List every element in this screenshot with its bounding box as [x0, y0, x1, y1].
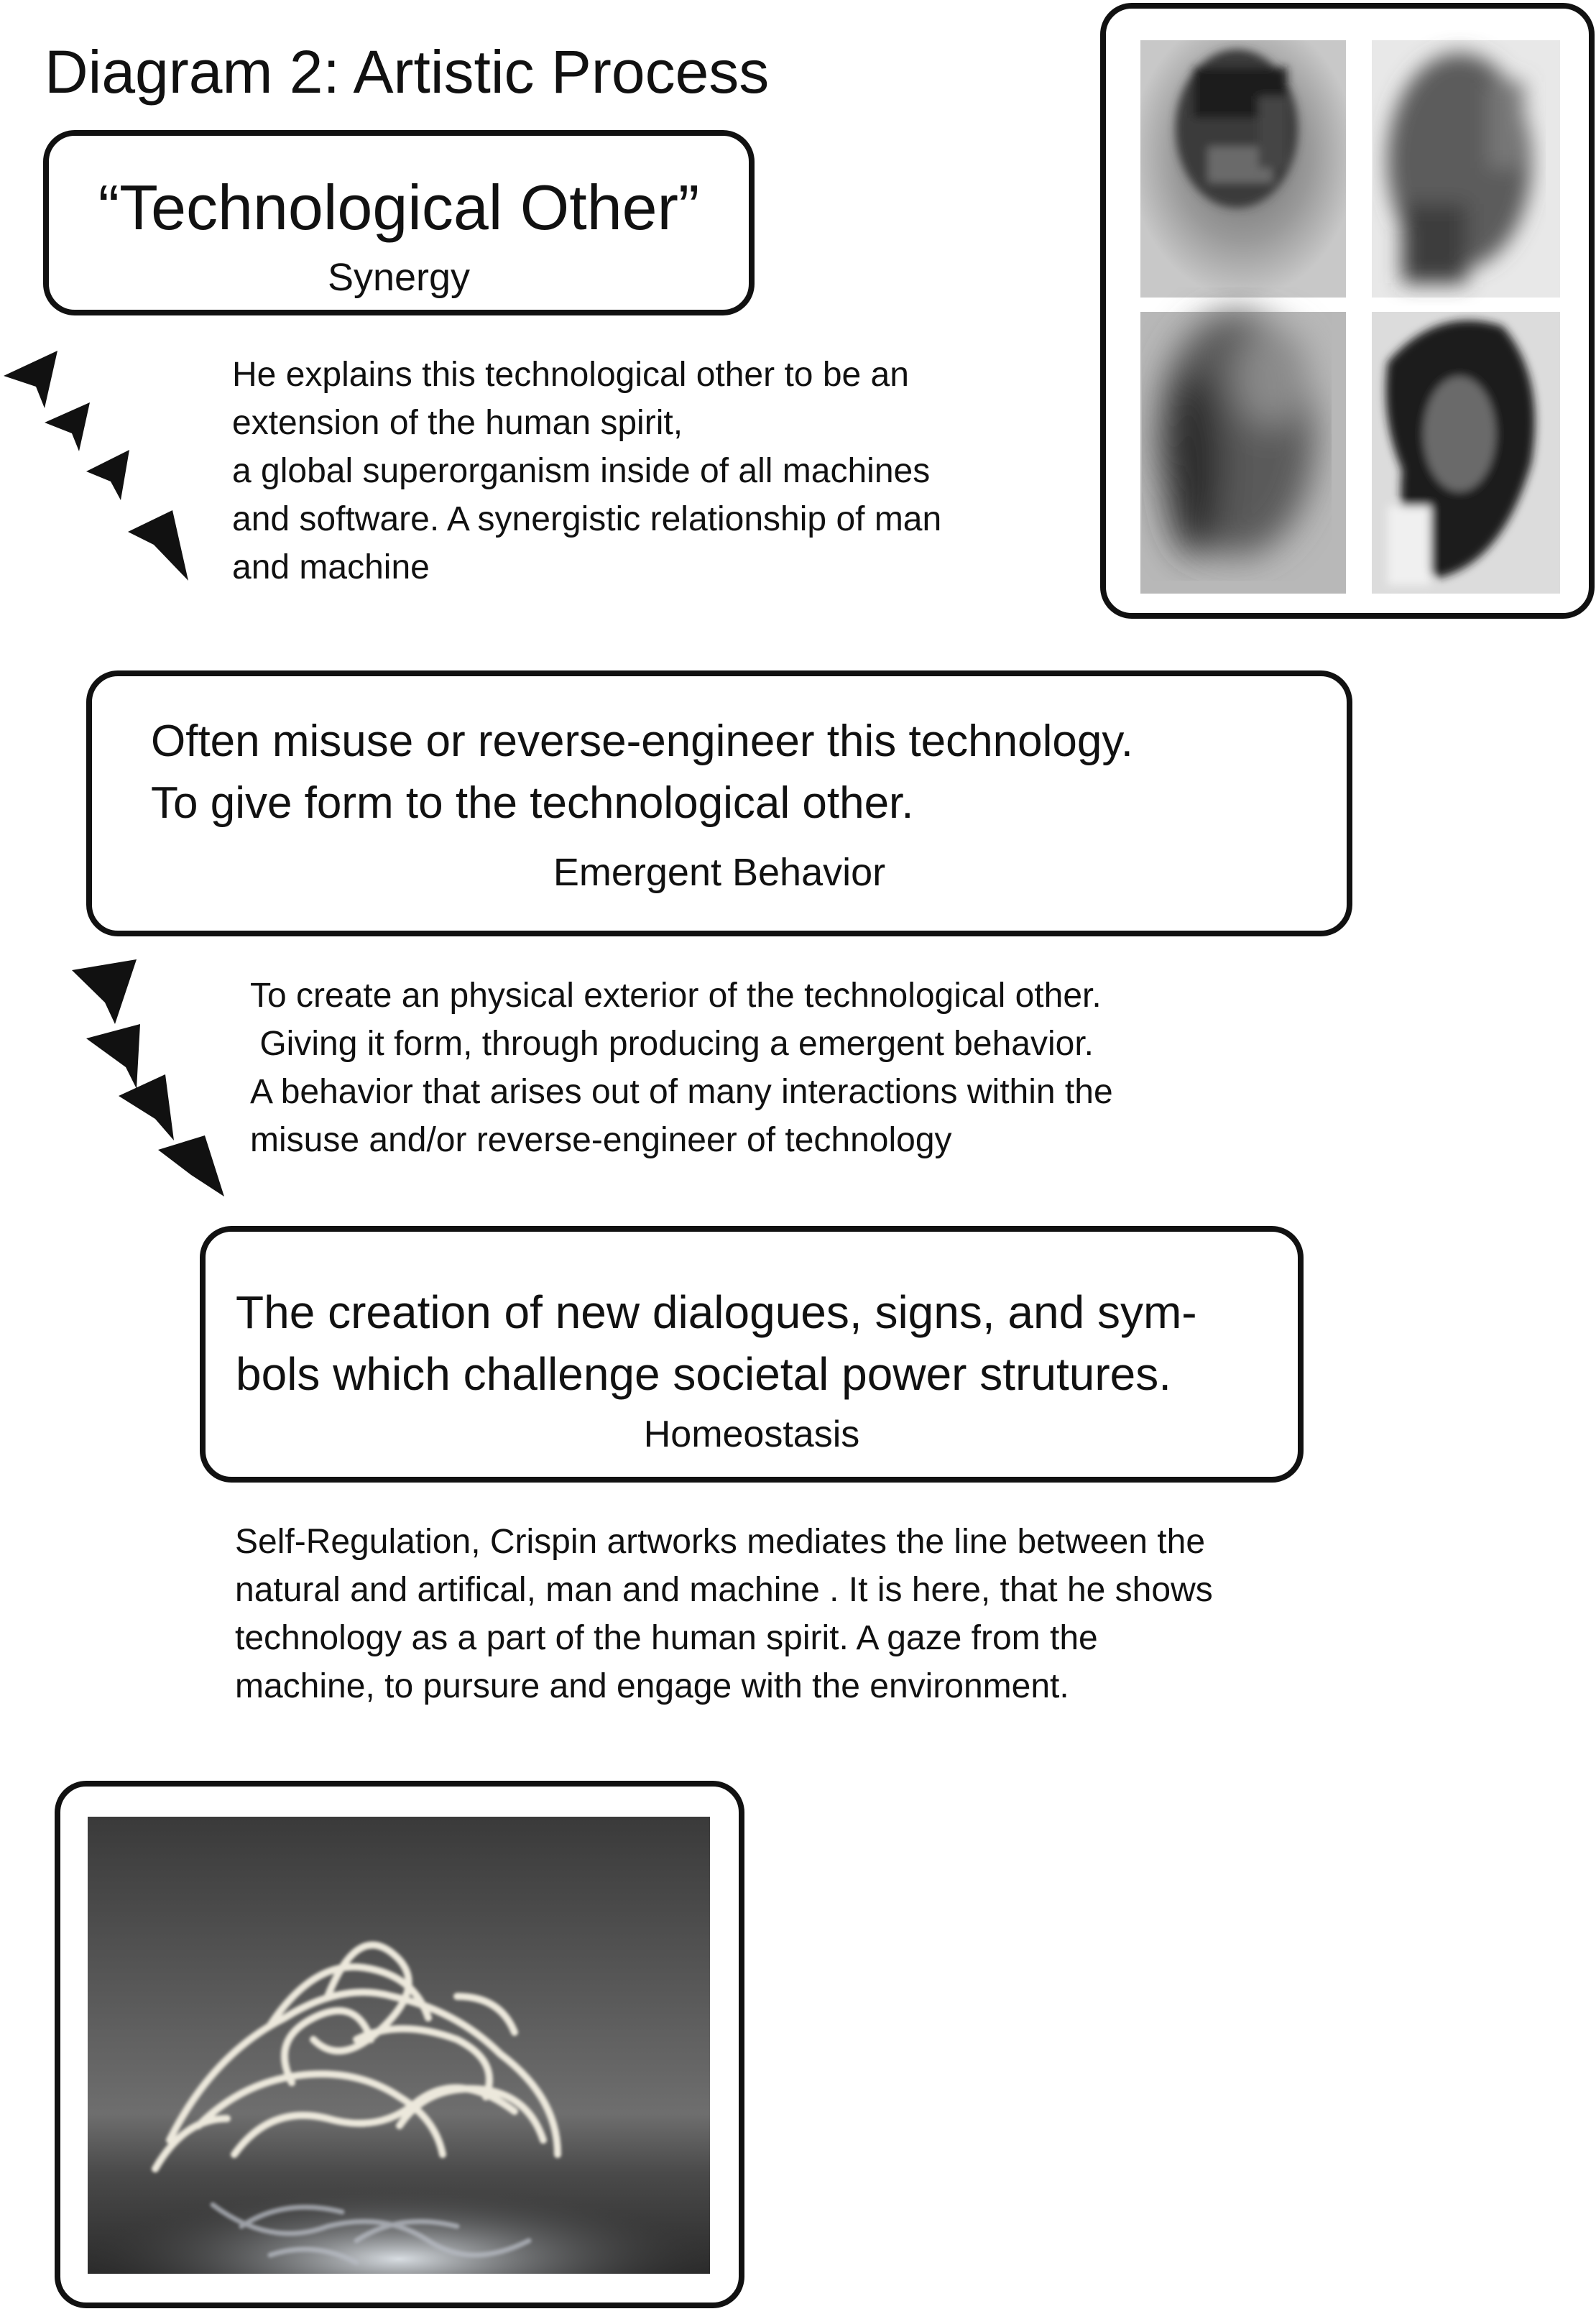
chevron-down-icon [119, 1074, 174, 1140]
arrow-chevrons-2 [72, 959, 224, 1197]
chevron-down-icon [86, 450, 129, 500]
text-line: natural and artifical, man and machine .… [235, 1571, 1213, 1609]
text-line: misuse and/or reverse-engineer of techno… [250, 1121, 952, 1159]
page-title: Diagram 2: Artistic Process [45, 38, 770, 106]
stage-heading-line: bols which challenge societal power stru… [236, 1348, 1171, 1400]
text-line: and machine [232, 548, 430, 586]
face-images-grid [1140, 40, 1560, 594]
chevron-down-icon [4, 351, 57, 408]
face-image-3 [1140, 312, 1346, 594]
text-line: A behavior that arises out of many inter… [250, 1073, 1113, 1111]
chevron-down-icon [158, 1135, 224, 1197]
stage-subtitle: Synergy [327, 256, 471, 299]
chevron-down-icon [128, 510, 188, 581]
stage-box-technological-other: “Technological Other” Synergy [43, 130, 755, 315]
face-image-4 [1372, 312, 1560, 594]
stage-heading: “Technological Other” [98, 172, 700, 243]
sculpture-photo [88, 1817, 710, 2274]
chevron-down-icon [72, 959, 137, 1024]
stage-box-homeostasis: The creation of new dialogues, signs, an… [200, 1226, 1304, 1483]
stage-subtitle: Homeostasis [643, 1414, 860, 1455]
text-line: a global superorganism inside of all mac… [232, 452, 931, 490]
text-line: extension of the human spirit, [232, 404, 683, 442]
text-line: machine, to pursure and engage with the … [235, 1667, 1069, 1705]
text-line: Self-Regulation, Crispin artworks mediat… [235, 1523, 1206, 1561]
synergy-description: He explains this technological other to … [232, 351, 941, 591]
text-line: He explains this technological other to … [232, 356, 909, 394]
stage-heading-line: To give form to the technological other. [151, 778, 914, 828]
chevron-down-icon [45, 402, 90, 451]
text-line: Giving it form, through producing a emer… [250, 1025, 1094, 1063]
stage-heading-line: Often misuse or reverse-engineer this te… [151, 716, 1133, 766]
sculpture-photo-frame [55, 1781, 744, 2308]
stage-heading-line: The creation of new dialogues, signs, an… [236, 1286, 1197, 1338]
chevron-down-icon [86, 1024, 140, 1089]
text-line: and software. A synergistic relationship… [232, 500, 942, 538]
homeostasis-description: Self-Regulation, Crispin artworks mediat… [235, 1518, 1213, 1710]
face-image-1 [1140, 40, 1346, 298]
face-image-2 [1372, 40, 1560, 298]
face-images-frame [1100, 3, 1595, 619]
stage-subtitle: Emergent Behavior [553, 851, 886, 894]
arrow-chevrons-1 [4, 351, 188, 581]
text-line: technology as a part of the human spirit… [235, 1619, 1098, 1657]
stage-box-emergent-behavior: Often misuse or reverse-engineer this te… [86, 670, 1352, 936]
emergent-behavior-description: To create an physical exterior of the te… [250, 972, 1113, 1164]
text-line: To create an physical exterior of the te… [250, 977, 1102, 1015]
